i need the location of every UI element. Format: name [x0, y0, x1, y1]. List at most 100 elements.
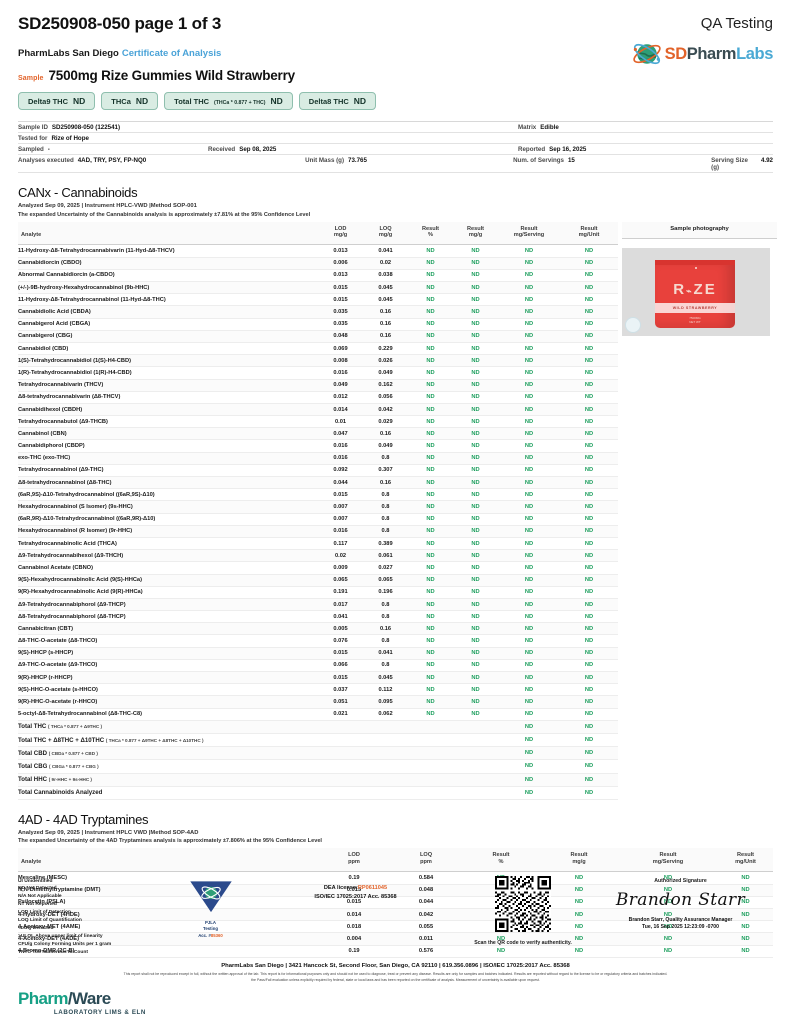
cell-loq: 0.16	[363, 427, 408, 441]
cell-lod: 0.006	[318, 257, 363, 270]
cell-result-pct: ND	[408, 659, 453, 673]
cell-result-mgserving: ND	[498, 330, 560, 343]
cell-lod: 0.016	[318, 452, 363, 465]
cell-result-mgunit: ND	[560, 513, 618, 526]
cell-loq: 0.576	[390, 945, 462, 958]
cell-total-mgserving: ND	[498, 720, 560, 734]
pharmware-logo: Pharm/Ware LABORATORY LIMS & ELN	[18, 989, 773, 1016]
cell-total-result	[453, 746, 498, 761]
info-received: Received Sep 08, 2025	[208, 146, 518, 153]
cell-result-pct: ND	[408, 439, 453, 453]
cell-result-mgunit: ND	[560, 598, 618, 612]
table-total-row: Total THC ( THCa * 0.877 + Δ9THC ) ND ND	[18, 720, 618, 734]
cell-total-mgunit: ND	[560, 746, 618, 761]
cell-lod: 0.016	[318, 366, 363, 380]
cell-lod: 0.047	[318, 427, 363, 441]
cell-loq: 0.045	[363, 671, 408, 685]
sample-photo[interactable]: R⌁ZE WILD STRAWBERRY 7500MG NET WT	[622, 247, 770, 336]
info-value: Edible	[540, 123, 559, 131]
cell-result-pct: ND	[408, 452, 453, 465]
cell-analyte: Δ8-tetrahydrocannabinol (Δ8-THC)	[18, 476, 318, 490]
cell-result-mgunit: ND	[560, 415, 618, 429]
cell-lod: 0.044	[318, 476, 363, 490]
qr-caption: Scan the QR code to verify authenticity.	[474, 939, 572, 946]
cell-lod: 0.008	[318, 354, 363, 368]
table-row: 1(S)-Tetrahydrocannabidiol (1(S)-H4-CBD)…	[18, 354, 618, 368]
cell-total-mgserving: ND	[498, 759, 560, 774]
coa-label: Certificate of Analysis	[121, 48, 222, 59]
cell-total-result	[453, 759, 498, 774]
cell-analyte: 4-Bromo-DMP (2C-B)	[18, 945, 318, 958]
chip-value: ND	[270, 96, 283, 106]
cell-result-pct: ND	[408, 281, 453, 295]
cell-result-mgg: ND	[453, 500, 498, 514]
cell-result-mgg: ND	[453, 683, 498, 697]
table-row: Cannabigerol (CBG) 0.048 0.16 ND ND ND ND	[18, 330, 618, 343]
cell-loq: 0.162	[363, 379, 408, 392]
signature-image: Brandon Starr	[615, 889, 746, 910]
cell-result-pct: ND	[408, 330, 453, 343]
info-row-sample-id: Sample ID SD250908-050 (122541) Matrix E…	[18, 122, 773, 133]
table-row: Cannabigerol Acid (CBGA) 0.035 0.16 ND ND ND N…	[18, 318, 618, 331]
table-row: Abnormal Cannabidiorcin (a-CBDO) 0.013 0.0…	[18, 269, 618, 283]
cell-total-mgserving: ND	[498, 773, 560, 787]
cell-result-mgserving: ND	[498, 269, 560, 283]
cell-lod: 0.02	[318, 549, 363, 563]
cell-result-mgserving: ND	[498, 354, 560, 368]
cell-total-result	[408, 759, 453, 774]
cell-analyte: Abnormal Cannabidiorcin (a-CBDO)	[18, 269, 318, 283]
cell-result-mgg: ND	[453, 647, 498, 660]
cell-analyte: 9(S)-HHC-O-acetate (s-HHCO)	[18, 683, 318, 697]
cell-loq: 0.062	[363, 708, 408, 721]
cell-total-label: Total HHC ( 9r-HHC + 9s-HHC )	[18, 773, 318, 787]
cell-lod: 0.013	[318, 244, 363, 258]
cell-result-mgserving: ND	[618, 896, 718, 909]
info-value: 15	[567, 156, 575, 164]
cell-total-mgserving: ND	[498, 746, 560, 761]
cell-result-mgg: ND	[453, 695, 498, 709]
chip-thca[interactable]: THCa ND	[101, 92, 159, 110]
table-row: 9(R)-HHC-O-acetate (r-HHCO) 0.051 0.095 ND N…	[18, 695, 618, 709]
cell-lod: 0.035	[318, 305, 363, 319]
cell-loq: 0.049	[363, 439, 408, 453]
chip-delta8-thc[interactable]: Delta8 THC ND	[298, 92, 377, 110]
chip-label: Total THC	[174, 97, 210, 106]
cell-result-mgserving: ND	[618, 884, 718, 897]
cell-total-result	[408, 733, 453, 748]
cell-result-mgunit: ND	[718, 908, 773, 922]
cell-total-mgunit: ND	[560, 759, 618, 774]
cell-lod: 0.117	[318, 537, 363, 551]
cell-result-mgg: ND	[453, 622, 498, 636]
cell-result-mgg: ND	[540, 945, 618, 958]
cell-result-mgunit: ND	[560, 683, 618, 697]
qr-section: Scan the QR code to verify authenticity.	[458, 875, 588, 946]
cannabinoids-table: Analyte LOD mg/g LOQ mg/g Result% Result mg…	[18, 221, 618, 800]
cell-result-mgserving: ND	[498, 500, 560, 514]
chip-delta9-thc[interactable]: Delta9 THC ND	[18, 92, 96, 110]
cell-result-mgg: ND	[453, 464, 498, 478]
cell-loq: 0.049	[363, 366, 408, 380]
table-row: 9(S)-HHCP (s-HHCP) 0.015 0.041 ND ND ND ND	[18, 647, 618, 660]
cell-result-pct: ND	[408, 598, 453, 612]
info-analyses: Analyses executed 4AD, TRY, PSY, FP-NQ0	[18, 157, 305, 171]
cell-result-mgunit: ND	[718, 920, 773, 934]
cell-result-mgunit: ND	[560, 659, 618, 673]
cell-analyte: 9(R)-HHC-O-acetate (r-HHCO)	[18, 695, 318, 709]
cell-blank	[363, 759, 408, 774]
cell-result-mgserving: ND	[498, 513, 560, 526]
cell-result-pct: ND	[408, 574, 453, 587]
cell-result-mgg: ND	[453, 403, 498, 417]
table-row: (6aR,9S)-Δ10-Tetrahydrocannabinol ((6aR,…	[18, 488, 618, 502]
chip-total-thc[interactable]: Total THC (THCa * 0.877 + THC) ND	[164, 92, 293, 110]
qr-code-icon[interactable]	[495, 875, 551, 932]
cell-lod: 0.012	[318, 391, 363, 404]
cell-total-label: Total CBD ( CBDa * 0.877 + CBD )	[18, 746, 318, 761]
cell-result-mgunit: ND	[560, 476, 618, 490]
table-row: Cannabicitran (CBT) 0.005 0.16 ND ND ND ND	[18, 622, 618, 636]
cell-result-mgg: ND	[453, 305, 498, 319]
signature-heading: Authorized Signature	[654, 877, 707, 884]
cell-blank	[318, 773, 363, 787]
cell-result-pct: ND	[408, 513, 453, 526]
cell-blank	[318, 786, 363, 800]
table-row: Hexahydrocannabinol (R Isomer) (9r-HHC) 0…	[18, 525, 618, 538]
